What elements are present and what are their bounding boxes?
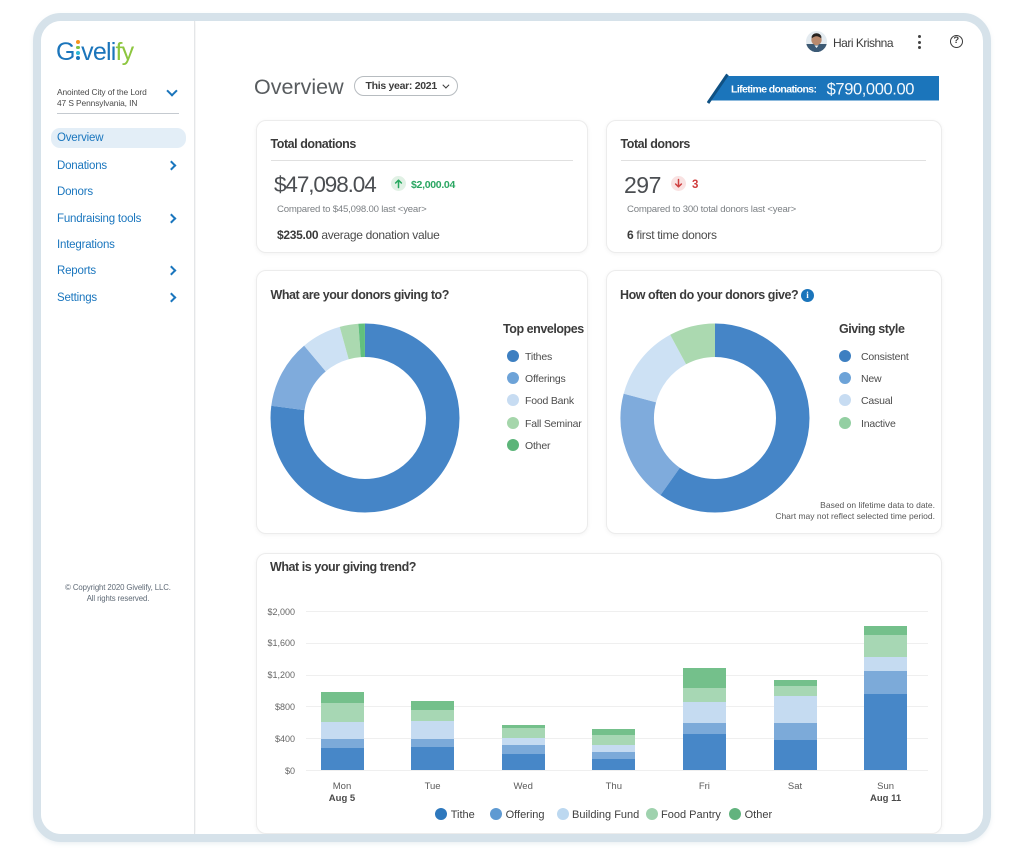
svg-text:Lifetime donations:: Lifetime donations:	[731, 84, 817, 96]
svg-text:$790,000.00: $790,000.00	[827, 81, 915, 99]
